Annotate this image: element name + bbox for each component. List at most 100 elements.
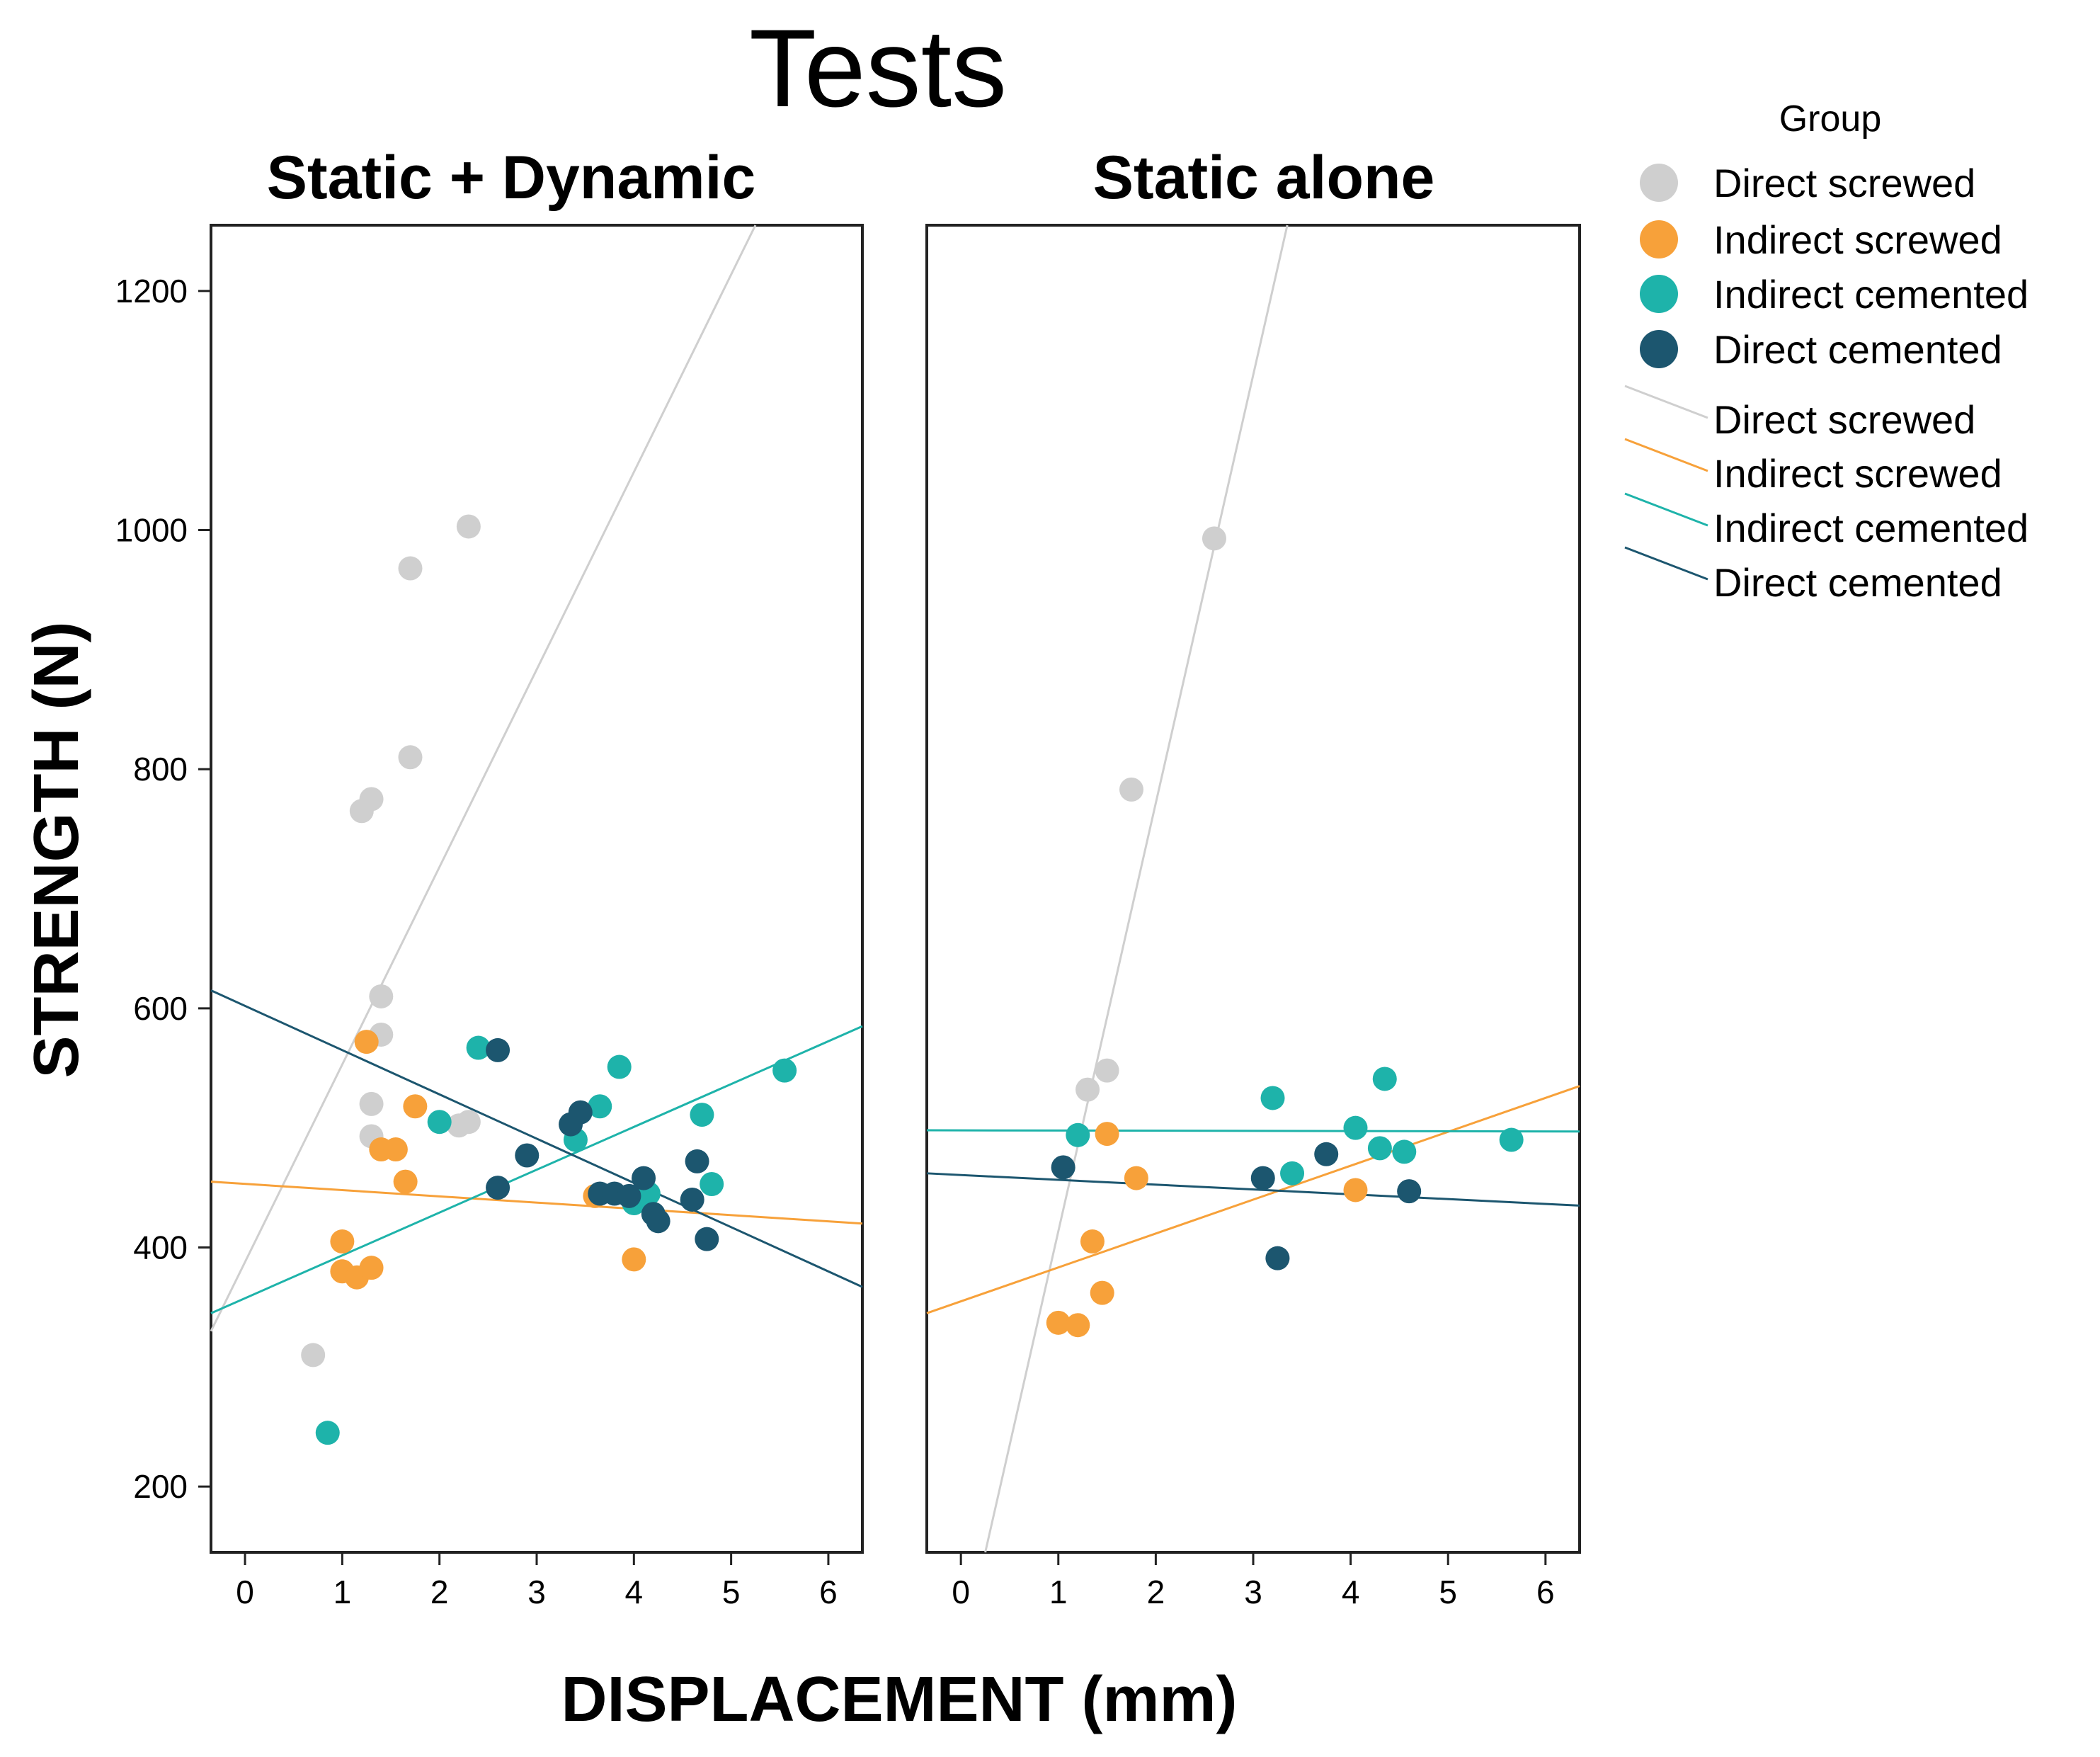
legend-line-label-indirect-cemented: Indirect cemented [1713, 506, 2028, 550]
point-indirect-screwed [1090, 1280, 1114, 1305]
fit-line-indirect-cemented [926, 1129, 1580, 1133]
point-direct-screwed [1075, 1077, 1100, 1102]
point-indirect-cemented [700, 1172, 724, 1197]
y-tick-label-200: 200 [133, 1468, 188, 1505]
legend: Group Direct screwed Indirect screwed In… [1624, 98, 2028, 605]
legend-marker-indirect-cemented [1640, 275, 1678, 313]
point-direct-cemented [1397, 1179, 1422, 1204]
point-indirect-screwed [1080, 1229, 1105, 1254]
legend-line-direct-screwed [1624, 385, 1708, 419]
legend-line-label-direct-screwed: Direct screwed [1713, 397, 1975, 442]
point-indirect-cemented [427, 1110, 452, 1135]
fit-line-direct-cemented [210, 989, 863, 1288]
legend-title: Group [1779, 98, 1882, 140]
point-direct-screwed [456, 514, 481, 539]
legend-line-label-direct-cemented: Direct cemented [1713, 560, 2002, 605]
point-direct-cemented [646, 1209, 670, 1234]
point-direct-cemented [685, 1149, 709, 1173]
x-tick-label-6: 6 [819, 1574, 838, 1610]
point-direct-screwed [398, 556, 423, 581]
legend-line-label-indirect-screwed: Indirect screwed [1713, 451, 2002, 496]
point-direct-screwed [1202, 526, 1226, 551]
point-direct-screwed [301, 1343, 326, 1367]
point-indirect-cemented [1372, 1067, 1397, 1091]
point-indirect-screwed [1124, 1166, 1148, 1190]
x-tick-label-0: 0 [952, 1574, 970, 1610]
point-direct-cemented [568, 1100, 593, 1125]
x-tick-label-5: 5 [722, 1574, 741, 1610]
x-tick-label-3: 3 [527, 1574, 546, 1610]
panel-title-static-alone: Static alone [1093, 144, 1435, 212]
x-tick-label-2: 2 [430, 1574, 449, 1610]
point-indirect-cemented [607, 1054, 632, 1079]
point-indirect-cemented [1392, 1139, 1417, 1164]
fit-line-indirect-cemented [210, 1025, 863, 1314]
legend-marker-direct-screwed [1640, 164, 1678, 202]
panel-static-alone [926, 224, 1580, 1553]
point-direct-cemented [515, 1143, 540, 1168]
legend-point-label-indirect-cemented: Indirect cemented [1713, 272, 2028, 317]
point-direct-screwed [359, 1091, 384, 1116]
point-indirect-cemented [690, 1103, 714, 1127]
fit-line-indirect-screwed [926, 1085, 1580, 1314]
point-direct-cemented [632, 1166, 656, 1190]
chart-title: Tests [749, 7, 1007, 130]
legend-marker-indirect-screwed [1640, 220, 1678, 258]
point-indirect-cemented [1499, 1127, 1524, 1152]
x-tick-label-0: 0 [236, 1574, 254, 1610]
y-tick-label-1000: 1000 [115, 512, 188, 549]
point-indirect-screwed [354, 1030, 379, 1054]
point-direct-screwed [456, 1110, 481, 1135]
legend-line-indirect-cemented [1624, 492, 1708, 527]
fit-line-direct-cemented [926, 1172, 1580, 1207]
point-indirect-cemented [1280, 1161, 1305, 1185]
legend-point-label-indirect-screwed: Indirect screwed [1713, 217, 2002, 262]
point-indirect-screwed [359, 1256, 384, 1280]
point-indirect-cemented [1066, 1122, 1090, 1147]
point-direct-cemented [1250, 1166, 1275, 1190]
point-direct-cemented [1051, 1155, 1075, 1180]
point-direct-screwed [369, 984, 394, 1008]
panel-frame-static-alone [925, 224, 1581, 1554]
panel-title-static-dynamic: Static + Dynamic [267, 144, 756, 212]
point-indirect-screwed [330, 1229, 355, 1254]
point-indirect-cemented [1343, 1115, 1368, 1140]
panel-static-dynamic [210, 224, 863, 1445]
point-direct-cemented [680, 1187, 704, 1212]
point-indirect-screwed [622, 1247, 646, 1272]
legend-line-indirect-screwed [1624, 438, 1708, 472]
point-direct-cemented [617, 1183, 641, 1208]
y-tick-label-400: 400 [133, 1229, 188, 1266]
legend-point-label-direct-screwed: Direct screwed [1713, 161, 1975, 205]
x-tick-label-4: 4 [625, 1574, 644, 1610]
point-direct-cemented [1314, 1142, 1339, 1166]
point-direct-cemented [486, 1176, 510, 1200]
point-indirect-cemented [588, 1094, 612, 1119]
point-direct-cemented [1265, 1246, 1290, 1270]
point-direct-screwed [1119, 777, 1143, 802]
y-tick-label-1200: 1200 [115, 273, 188, 309]
x-axis-static-alone: 0 1 2 3 4 5 6 [952, 1552, 1555, 1610]
x-tick-label-6: 6 [1536, 1574, 1555, 1610]
point-indirect-cemented [1260, 1086, 1285, 1110]
point-indirect-screwed [1343, 1178, 1368, 1202]
x-axis-static-dynamic: 0 1 2 3 4 5 6 [236, 1552, 838, 1610]
fit-line-direct-screwed [210, 224, 757, 1332]
x-tick-label-1: 1 [1049, 1574, 1068, 1610]
fit-line-direct-screwed [984, 224, 1289, 1553]
y-tick-label-600: 600 [133, 990, 188, 1027]
x-tick-label-5: 5 [1439, 1574, 1457, 1610]
y-axis: 200 400 600 800 1000 1200 [115, 273, 211, 1505]
point-indirect-cemented [772, 1058, 797, 1083]
legend-point-label-direct-cemented: Direct cemented [1713, 327, 2002, 372]
point-direct-screwed [359, 787, 384, 812]
point-indirect-screwed [1046, 1310, 1071, 1335]
point-indirect-cemented [1367, 1136, 1392, 1161]
x-tick-label-4: 4 [1342, 1574, 1360, 1610]
x-axis-title: DISPLACEMENT (mm) [561, 1664, 1237, 1735]
point-direct-screwed [398, 745, 423, 770]
point-indirect-cemented [466, 1035, 491, 1060]
point-indirect-screwed [403, 1094, 428, 1119]
y-axis-title: STRENGTH (N) [21, 622, 92, 1079]
